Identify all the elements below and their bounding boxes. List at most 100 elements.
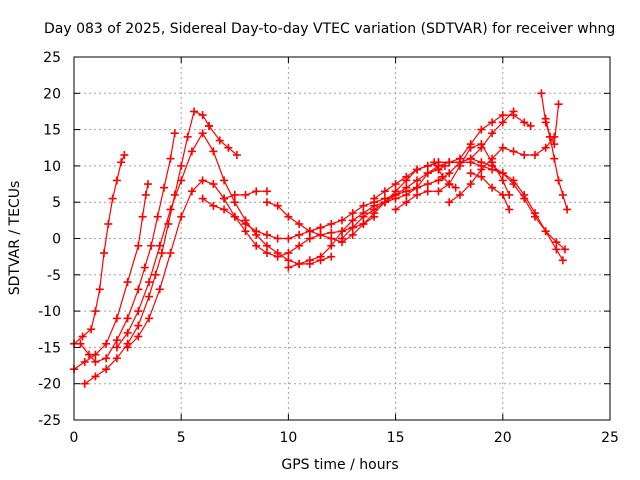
series-track-10 [262, 198, 325, 236]
data-point [104, 219, 113, 228]
series-track-12 [305, 107, 518, 247]
data-point [348, 223, 357, 232]
series-line [208, 125, 238, 156]
data-point [438, 172, 447, 181]
data-point [541, 227, 550, 236]
data-point [177, 176, 186, 185]
series-line [79, 132, 176, 363]
data-point [295, 219, 304, 228]
data-point [423, 169, 432, 178]
data-point [413, 176, 422, 185]
data-point [102, 354, 111, 363]
data-point [230, 198, 239, 207]
data-point [143, 180, 152, 189]
series-line [448, 136, 555, 203]
data-point [530, 151, 539, 160]
data-point [262, 241, 271, 250]
data-point [305, 227, 314, 236]
series-track-17 [537, 89, 572, 214]
data-point [348, 209, 357, 218]
data-point [488, 129, 497, 138]
data-point [134, 241, 143, 250]
data-point [316, 223, 325, 232]
data-point [134, 307, 143, 316]
data-point [541, 143, 550, 152]
data-point [391, 190, 400, 199]
y-tick-label: 25 [43, 50, 61, 66]
series-track-15 [391, 140, 514, 214]
y-tick-label: -5 [47, 268, 61, 284]
x-tick-label: 25 [601, 430, 619, 446]
series-track-19 [430, 158, 460, 192]
x-tick-label: 10 [279, 430, 297, 446]
data-point [455, 190, 464, 199]
y-tick-label: 10 [43, 159, 61, 175]
data-point [348, 216, 357, 225]
series-track-6 [112, 129, 336, 352]
tick-layer [73, 56, 611, 421]
data-point [220, 194, 229, 203]
data-point [295, 241, 304, 250]
data-point [112, 176, 121, 185]
data-point [138, 212, 147, 221]
data-point [273, 234, 282, 243]
series-track-3 [76, 129, 179, 366]
data-point [151, 270, 160, 279]
data-point [155, 241, 164, 250]
data-point [563, 205, 572, 214]
data-point [316, 252, 325, 261]
series-track-1 [70, 151, 129, 348]
data-point [558, 256, 567, 265]
data-point [80, 379, 89, 388]
data-point [550, 140, 559, 149]
data-point [520, 151, 529, 160]
data-point [434, 176, 443, 185]
data-point [108, 194, 117, 203]
data-point [205, 121, 214, 130]
data-point [117, 158, 126, 167]
data-point [252, 241, 261, 250]
data-point [327, 252, 336, 261]
data-point [177, 161, 186, 170]
data-point [190, 107, 199, 116]
data-point [530, 209, 539, 218]
data-point [134, 285, 143, 294]
data-point [413, 183, 422, 192]
data-point [509, 147, 518, 156]
data-point [445, 158, 454, 167]
data-point [262, 230, 271, 239]
data-point [560, 245, 569, 254]
data-point [552, 238, 561, 247]
data-point [224, 143, 233, 152]
data-point [402, 198, 411, 207]
series-track-16 [445, 132, 559, 207]
data-point [112, 354, 121, 363]
data-point [198, 176, 207, 185]
data-point [498, 190, 507, 199]
data-point [166, 249, 175, 258]
data-point [316, 230, 325, 239]
y-tick-label: 0 [52, 232, 61, 248]
data-point [338, 216, 346, 225]
data-point [102, 365, 111, 374]
data-point [402, 172, 411, 181]
data-point [488, 118, 497, 127]
data-point [466, 158, 475, 167]
data-point [102, 339, 111, 348]
data-point [455, 161, 464, 170]
data-point [477, 172, 486, 181]
data-point [284, 263, 293, 272]
data-point [327, 234, 336, 243]
y-tick-label: -25 [38, 413, 61, 429]
data-point [112, 314, 121, 323]
series-line [545, 103, 560, 145]
data-point [498, 143, 507, 152]
data-point [391, 180, 400, 189]
x-tick-label: 20 [494, 430, 512, 446]
data-point [123, 278, 132, 287]
data-point [220, 176, 229, 185]
x-axis-title: GPS time / hours [281, 457, 398, 473]
data-point [537, 89, 546, 98]
data-point [252, 227, 261, 236]
